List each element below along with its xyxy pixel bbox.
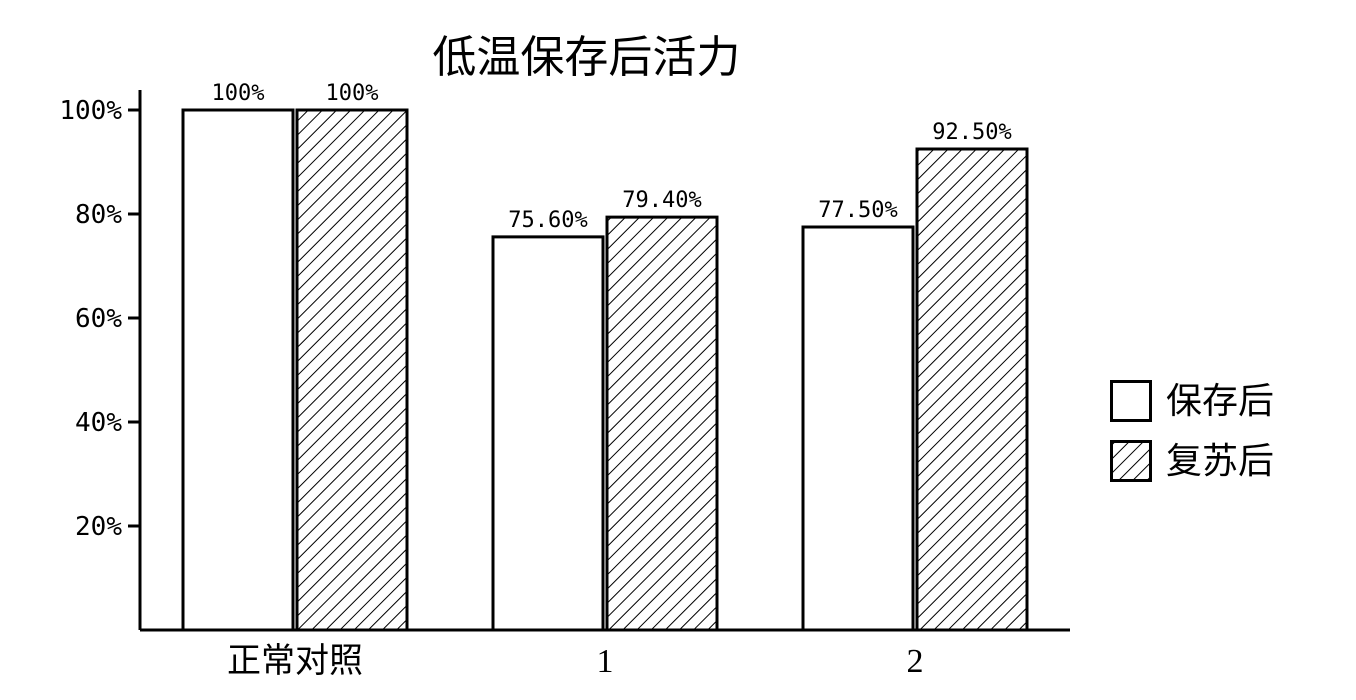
legend-swatch xyxy=(1110,380,1152,422)
bar-value-label: 79.40% xyxy=(622,188,701,213)
x-tick-label: 正常对照 xyxy=(227,642,363,680)
bar-value-label: 75.60% xyxy=(508,208,587,233)
bar xyxy=(917,149,1027,630)
chart-title: 低温保存后活力 xyxy=(432,33,740,82)
bar-value-label: 100% xyxy=(212,81,265,106)
y-tick-label: 20% xyxy=(75,512,122,542)
legend-label: 复苏后 xyxy=(1166,443,1274,479)
bar-value-label: 100% xyxy=(326,81,379,106)
bar xyxy=(297,110,407,630)
chart-svg: 低温保存后活力 20% 40% 60% 80% 100% 100% 100% 正常对照 75.60… xyxy=(40,10,1090,690)
bar xyxy=(803,227,913,630)
bar-chart: 低温保存后活力 20% 40% 60% 80% 100% 100% 100% 正常对照 75.60… xyxy=(40,10,1090,690)
y-tick-label: 40% xyxy=(75,408,122,438)
bar xyxy=(607,217,717,630)
x-tick-label: 1 xyxy=(597,643,614,680)
legend-item: 保存后 xyxy=(1110,380,1340,422)
legend-item: 复苏后 xyxy=(1110,440,1340,482)
legend-label: 保存后 xyxy=(1166,383,1274,419)
legend-swatch xyxy=(1110,440,1152,482)
y-tick-label: 100% xyxy=(59,96,122,126)
bar-value-label: 77.50% xyxy=(818,198,897,223)
bar-value-label: 92.50% xyxy=(932,120,1011,145)
bar xyxy=(183,110,293,630)
y-tick-label: 60% xyxy=(75,304,122,334)
y-tick-label: 80% xyxy=(75,200,122,230)
x-tick-label: 2 xyxy=(907,643,924,680)
bar xyxy=(493,237,603,630)
legend: 保存后复苏后 xyxy=(1110,380,1340,500)
